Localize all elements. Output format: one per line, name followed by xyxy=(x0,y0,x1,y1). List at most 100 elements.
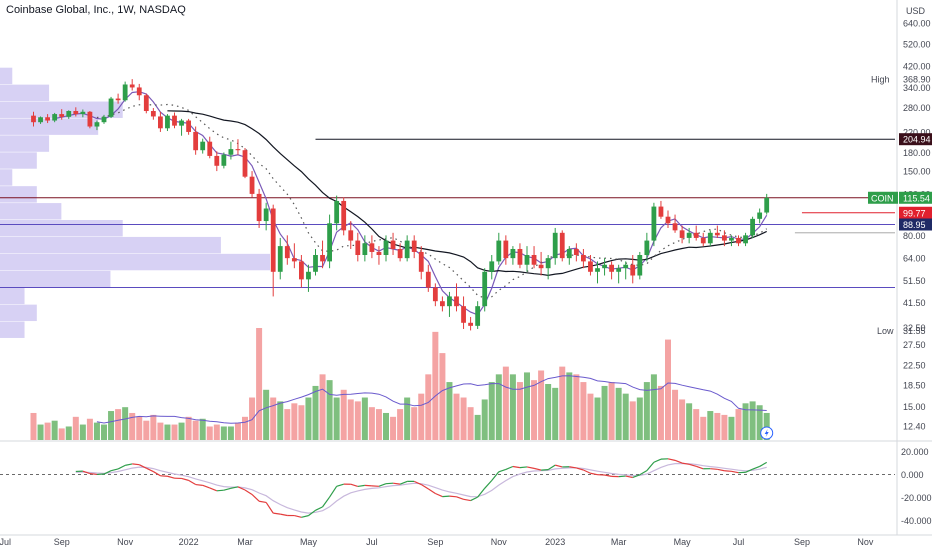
candle-body[interactable] xyxy=(193,132,198,150)
candle-body[interactable] xyxy=(73,111,78,114)
candle-body[interactable] xyxy=(137,87,142,95)
candle-body[interactable] xyxy=(31,116,36,123)
candle-body[interactable] xyxy=(602,265,607,268)
candle-body[interactable] xyxy=(207,142,212,156)
candle-body[interactable] xyxy=(715,233,720,236)
candle-body[interactable] xyxy=(701,238,706,243)
candle-body[interactable] xyxy=(616,268,621,272)
candle-body[interactable] xyxy=(489,261,494,271)
candle-body[interactable] xyxy=(454,296,459,306)
candle-body[interactable] xyxy=(313,255,318,272)
candle-body[interactable] xyxy=(433,288,438,302)
candle-body[interactable] xyxy=(666,217,671,224)
candle-body[interactable] xyxy=(271,209,276,272)
candle-body[interactable] xyxy=(652,207,657,241)
candle-body[interactable] xyxy=(511,249,516,258)
candle-body[interactable] xyxy=(38,117,43,122)
candle-body[interactable] xyxy=(750,219,755,235)
candle-body[interactable] xyxy=(496,241,501,262)
candle-body[interactable] xyxy=(355,241,360,255)
candle-body[interactable] xyxy=(80,112,85,114)
candle-body[interactable] xyxy=(88,112,93,127)
candle-body[interactable] xyxy=(687,233,692,238)
candle-body[interactable] xyxy=(525,255,530,265)
candle-body[interactable] xyxy=(257,194,262,221)
candle-body[interactable] xyxy=(109,99,114,117)
candle-body[interactable] xyxy=(292,258,297,261)
candle-body[interactable] xyxy=(532,255,537,265)
candle-body[interactable] xyxy=(186,121,191,132)
candle-body[interactable] xyxy=(729,238,734,241)
candle-body[interactable] xyxy=(503,241,508,259)
candle-body[interactable] xyxy=(539,265,544,268)
candle-body[interactable] xyxy=(179,121,184,126)
candle-body[interactable] xyxy=(637,255,642,276)
candle-body[interactable] xyxy=(320,255,325,261)
candle-body[interactable] xyxy=(102,117,107,122)
candle-body[interactable] xyxy=(574,249,579,255)
candle-body[interactable] xyxy=(518,249,523,265)
candle-body[interactable] xyxy=(52,114,57,120)
candle-body[interactable] xyxy=(327,223,332,261)
candle-body[interactable] xyxy=(221,155,226,166)
candle-body[interactable] xyxy=(158,116,163,128)
candle-body[interactable] xyxy=(172,116,177,126)
candle-body[interactable] xyxy=(229,149,234,155)
candle-body[interactable] xyxy=(482,272,487,306)
candle-body[interactable] xyxy=(581,255,586,261)
candle-body[interactable] xyxy=(334,201,339,223)
candle-body[interactable] xyxy=(694,233,699,238)
candle-body[interactable] xyxy=(722,235,727,240)
candle-body[interactable] xyxy=(116,99,121,101)
candle-body[interactable] xyxy=(553,233,558,258)
candle-body[interactable] xyxy=(341,201,346,230)
candle-body[interactable] xyxy=(45,117,50,120)
candle-body[interactable] xyxy=(623,265,628,268)
candle-body[interactable] xyxy=(659,207,664,217)
candle-body[interactable] xyxy=(398,249,403,258)
candle-body[interactable] xyxy=(680,230,685,238)
candle-body[interactable] xyxy=(144,95,149,111)
candle-body[interactable] xyxy=(412,241,417,252)
candle-body[interactable] xyxy=(95,122,100,126)
candle-body[interactable] xyxy=(306,272,311,280)
candle-body[interactable] xyxy=(475,306,480,326)
candle-body[interactable] xyxy=(764,198,769,213)
candle-body[interactable] xyxy=(377,252,382,255)
candle-body[interactable] xyxy=(165,116,170,129)
candle-body[interactable] xyxy=(384,241,389,255)
candle-body[interactable] xyxy=(567,249,572,258)
candle-body[interactable] xyxy=(447,296,452,306)
candle-body[interactable] xyxy=(757,213,762,219)
candle-body[interactable] xyxy=(419,252,424,272)
candle-body[interactable] xyxy=(630,265,635,276)
candle-body[interactable] xyxy=(362,243,367,255)
candle-body[interactable] xyxy=(236,149,241,150)
candle-body[interactable] xyxy=(644,241,649,255)
candle-body[interactable] xyxy=(250,177,255,194)
candle-body[interactable] xyxy=(299,261,304,279)
candle-body[interactable] xyxy=(461,306,466,323)
candle-body[interactable] xyxy=(736,238,741,243)
candle-body[interactable] xyxy=(708,233,713,243)
candle-body[interactable] xyxy=(391,241,396,249)
candle-body[interactable] xyxy=(588,261,593,271)
candle-body[interactable] xyxy=(200,142,205,151)
candle-body[interactable] xyxy=(278,246,283,272)
candle-body[interactable] xyxy=(66,111,71,117)
candle-body[interactable] xyxy=(609,265,614,272)
candle-body[interactable] xyxy=(214,156,219,166)
candle-body[interactable] xyxy=(426,272,431,288)
candle-body[interactable] xyxy=(243,150,248,176)
candle-body[interactable] xyxy=(405,241,410,259)
candle-body[interactable] xyxy=(123,84,128,100)
candle-body[interactable] xyxy=(560,233,565,258)
candle-body[interactable] xyxy=(285,246,290,258)
candle-body[interactable] xyxy=(130,84,135,87)
candle-body[interactable] xyxy=(546,258,551,268)
candle-body[interactable] xyxy=(348,230,353,240)
candle-body[interactable] xyxy=(59,114,64,117)
candle-body[interactable] xyxy=(440,301,445,306)
